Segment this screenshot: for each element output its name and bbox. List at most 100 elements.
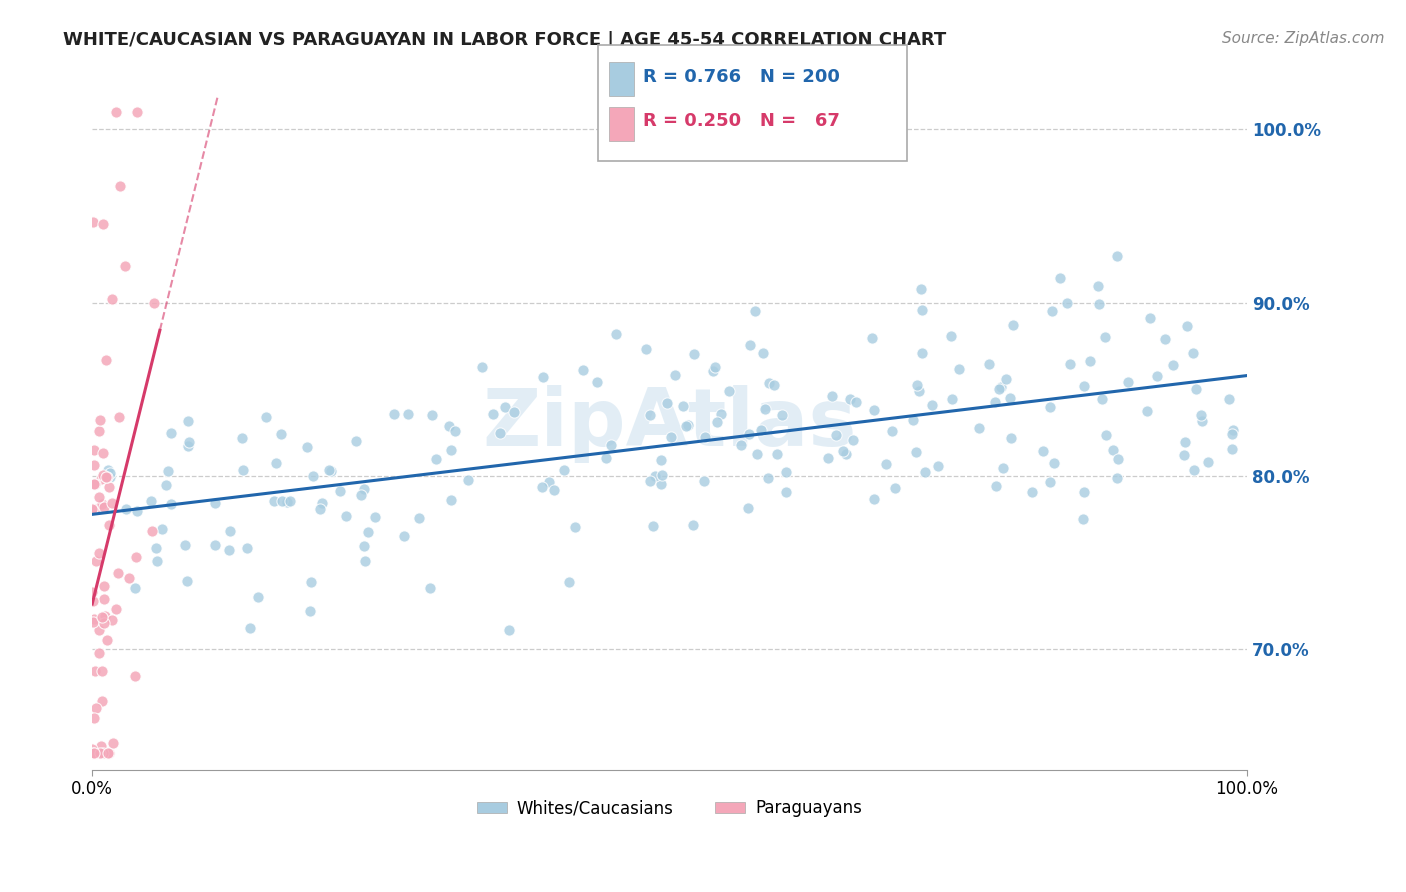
Point: [159, 426, 181, 441]
Point: [173, 538, 195, 552]
Point: [118, 571, 141, 585]
Point: [1175, 318, 1198, 333]
Point: [770, 408, 793, 422]
Point: [82, 594, 104, 608]
Point: [329, 484, 352, 499]
Point: [1095, 427, 1118, 442]
Point: [693, 430, 716, 444]
Point: [1182, 463, 1205, 477]
Point: [1116, 375, 1139, 389]
Point: [939, 329, 962, 343]
Point: [1173, 448, 1195, 462]
Point: [640, 409, 662, 423]
Point: [84, 664, 107, 678]
Point: [1107, 249, 1129, 263]
Point: [883, 481, 905, 495]
Point: [558, 574, 581, 589]
Point: [145, 541, 167, 556]
Point: [672, 400, 695, 414]
Point: [396, 407, 419, 421]
Point: [218, 542, 240, 557]
Point: [94, 746, 117, 760]
Point: [295, 440, 318, 454]
Point: [82, 502, 104, 516]
Point: [1218, 392, 1240, 406]
Point: [93, 591, 115, 606]
Point: [1059, 357, 1081, 371]
Point: [82, 584, 104, 599]
Point: [543, 483, 565, 497]
Point: [101, 613, 124, 627]
Point: [82, 615, 104, 629]
Point: [910, 345, 932, 359]
Point: [84, 554, 107, 568]
Point: [991, 461, 1014, 475]
Point: [905, 377, 928, 392]
Point: [984, 394, 1007, 409]
Point: [87, 623, 110, 637]
Point: [83, 711, 105, 725]
Point: [143, 296, 166, 310]
Point: [443, 425, 465, 439]
Point: [1139, 311, 1161, 326]
Point: [650, 453, 672, 467]
Point: [817, 450, 839, 465]
Point: [599, 438, 621, 452]
Point: [644, 469, 666, 483]
Point: [321, 464, 343, 478]
Point: [834, 447, 856, 461]
Point: [89, 490, 111, 504]
Point: [1220, 442, 1243, 456]
Point: [904, 445, 927, 459]
Point: [1073, 512, 1095, 526]
Text: WHITE/CAUCASIAN VS PARAGUAYAN IN LABOR FORCE | AGE 45-54 CORRELATION CHART: WHITE/CAUCASIAN VS PARAGUAYAN IN LABOR F…: [63, 31, 946, 49]
Point: [93, 746, 115, 760]
Point: [177, 439, 200, 453]
Point: [1088, 297, 1111, 311]
Point: [349, 488, 371, 502]
Point: [1094, 330, 1116, 344]
Point: [998, 391, 1021, 405]
Point: [83, 612, 105, 626]
Point: [740, 338, 762, 352]
Point: [718, 384, 741, 399]
Point: [1174, 434, 1197, 449]
Point: [141, 524, 163, 538]
Point: [754, 401, 776, 416]
Point: [125, 105, 148, 120]
Point: [96, 352, 118, 367]
Point: [247, 591, 270, 605]
Point: [1087, 279, 1109, 293]
Text: R = 0.250   N =   67: R = 0.250 N = 67: [643, 112, 839, 130]
Point: [775, 485, 797, 500]
Point: [641, 518, 664, 533]
Point: [737, 500, 759, 515]
Point: [756, 471, 779, 485]
Point: [157, 464, 180, 478]
Point: [704, 359, 727, 374]
Point: [737, 427, 759, 442]
Legend: Whites/Caucasians, Paraguayans: Whites/Caucasians, Paraguayans: [470, 793, 869, 824]
Text: ZipAtlas: ZipAtlas: [482, 384, 856, 463]
Point: [89, 746, 111, 760]
Point: [90, 472, 112, 486]
Point: [661, 430, 683, 444]
Point: [422, 408, 444, 422]
Point: [1107, 471, 1129, 485]
Point: [531, 480, 554, 494]
Point: [91, 694, 114, 708]
Point: [730, 438, 752, 452]
Point: [664, 368, 686, 383]
Point: [911, 302, 934, 317]
Point: [271, 494, 294, 508]
Point: [839, 392, 862, 406]
Point: [1185, 382, 1208, 396]
Point: [204, 496, 226, 510]
Point: [392, 529, 415, 543]
Point: [744, 304, 766, 318]
Point: [97, 480, 120, 494]
Point: [1078, 353, 1101, 368]
Point: [254, 410, 277, 425]
Point: [941, 392, 963, 406]
Point: [862, 491, 884, 506]
